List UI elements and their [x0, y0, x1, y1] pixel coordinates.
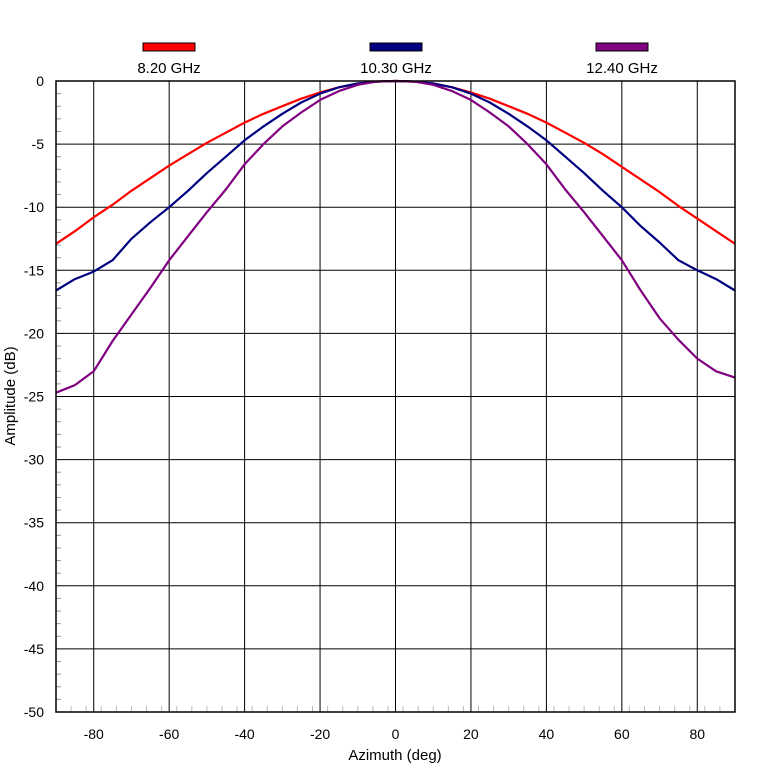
y-tick-label: -15 — [24, 262, 44, 278]
y-tick-label: -20 — [24, 325, 44, 341]
y-tick-label: -5 — [32, 136, 45, 152]
x-tick-label: -60 — [159, 726, 179, 742]
x-tick-labels: -80 -60 -40 -20 0 20 40 60 80 — [84, 726, 706, 742]
y-axis-title: Amplitude (dB) — [2, 346, 19, 445]
legend-label: 10.30 GHz — [360, 60, 432, 77]
x-tick-label: -80 — [84, 726, 104, 742]
legend-label: 8.20 GHz — [137, 60, 200, 77]
legend-swatch — [369, 42, 423, 52]
x-tick-label: 80 — [689, 726, 705, 742]
x-tick-label: 0 — [392, 726, 400, 742]
legend: 8.20 GHz 10.30 GHz 12.40 GHz — [137, 42, 658, 77]
x-tick-label: -40 — [234, 726, 254, 742]
y-tick-label: -40 — [24, 578, 44, 594]
y-tick-label: -35 — [24, 515, 44, 531]
x-tick-label: 60 — [614, 726, 630, 742]
plot-frame — [55, 80, 736, 713]
x-tick-label: 40 — [539, 726, 555, 742]
y-tick-label: -30 — [24, 452, 44, 468]
y-tick-label: -10 — [24, 199, 44, 215]
y-tick-label: -45 — [24, 641, 44, 657]
legend-swatch — [595, 42, 649, 52]
y-tick-labels: 0 -5 -10 -15 -20 -25 -30 -35 -40 -45 -50 — [24, 73, 44, 720]
legend-label: 12.40 GHz — [586, 60, 658, 77]
y-tick-label: -50 — [24, 704, 44, 720]
x-tick-label: 20 — [463, 726, 479, 742]
y-tick-label: 0 — [36, 73, 44, 89]
x-axis-title: Azimuth (deg) — [348, 747, 441, 764]
x-tick-label: -20 — [310, 726, 330, 742]
minor-ticks — [55, 93, 736, 712]
legend-swatch — [142, 42, 196, 52]
y-tick-label: -25 — [24, 389, 44, 405]
